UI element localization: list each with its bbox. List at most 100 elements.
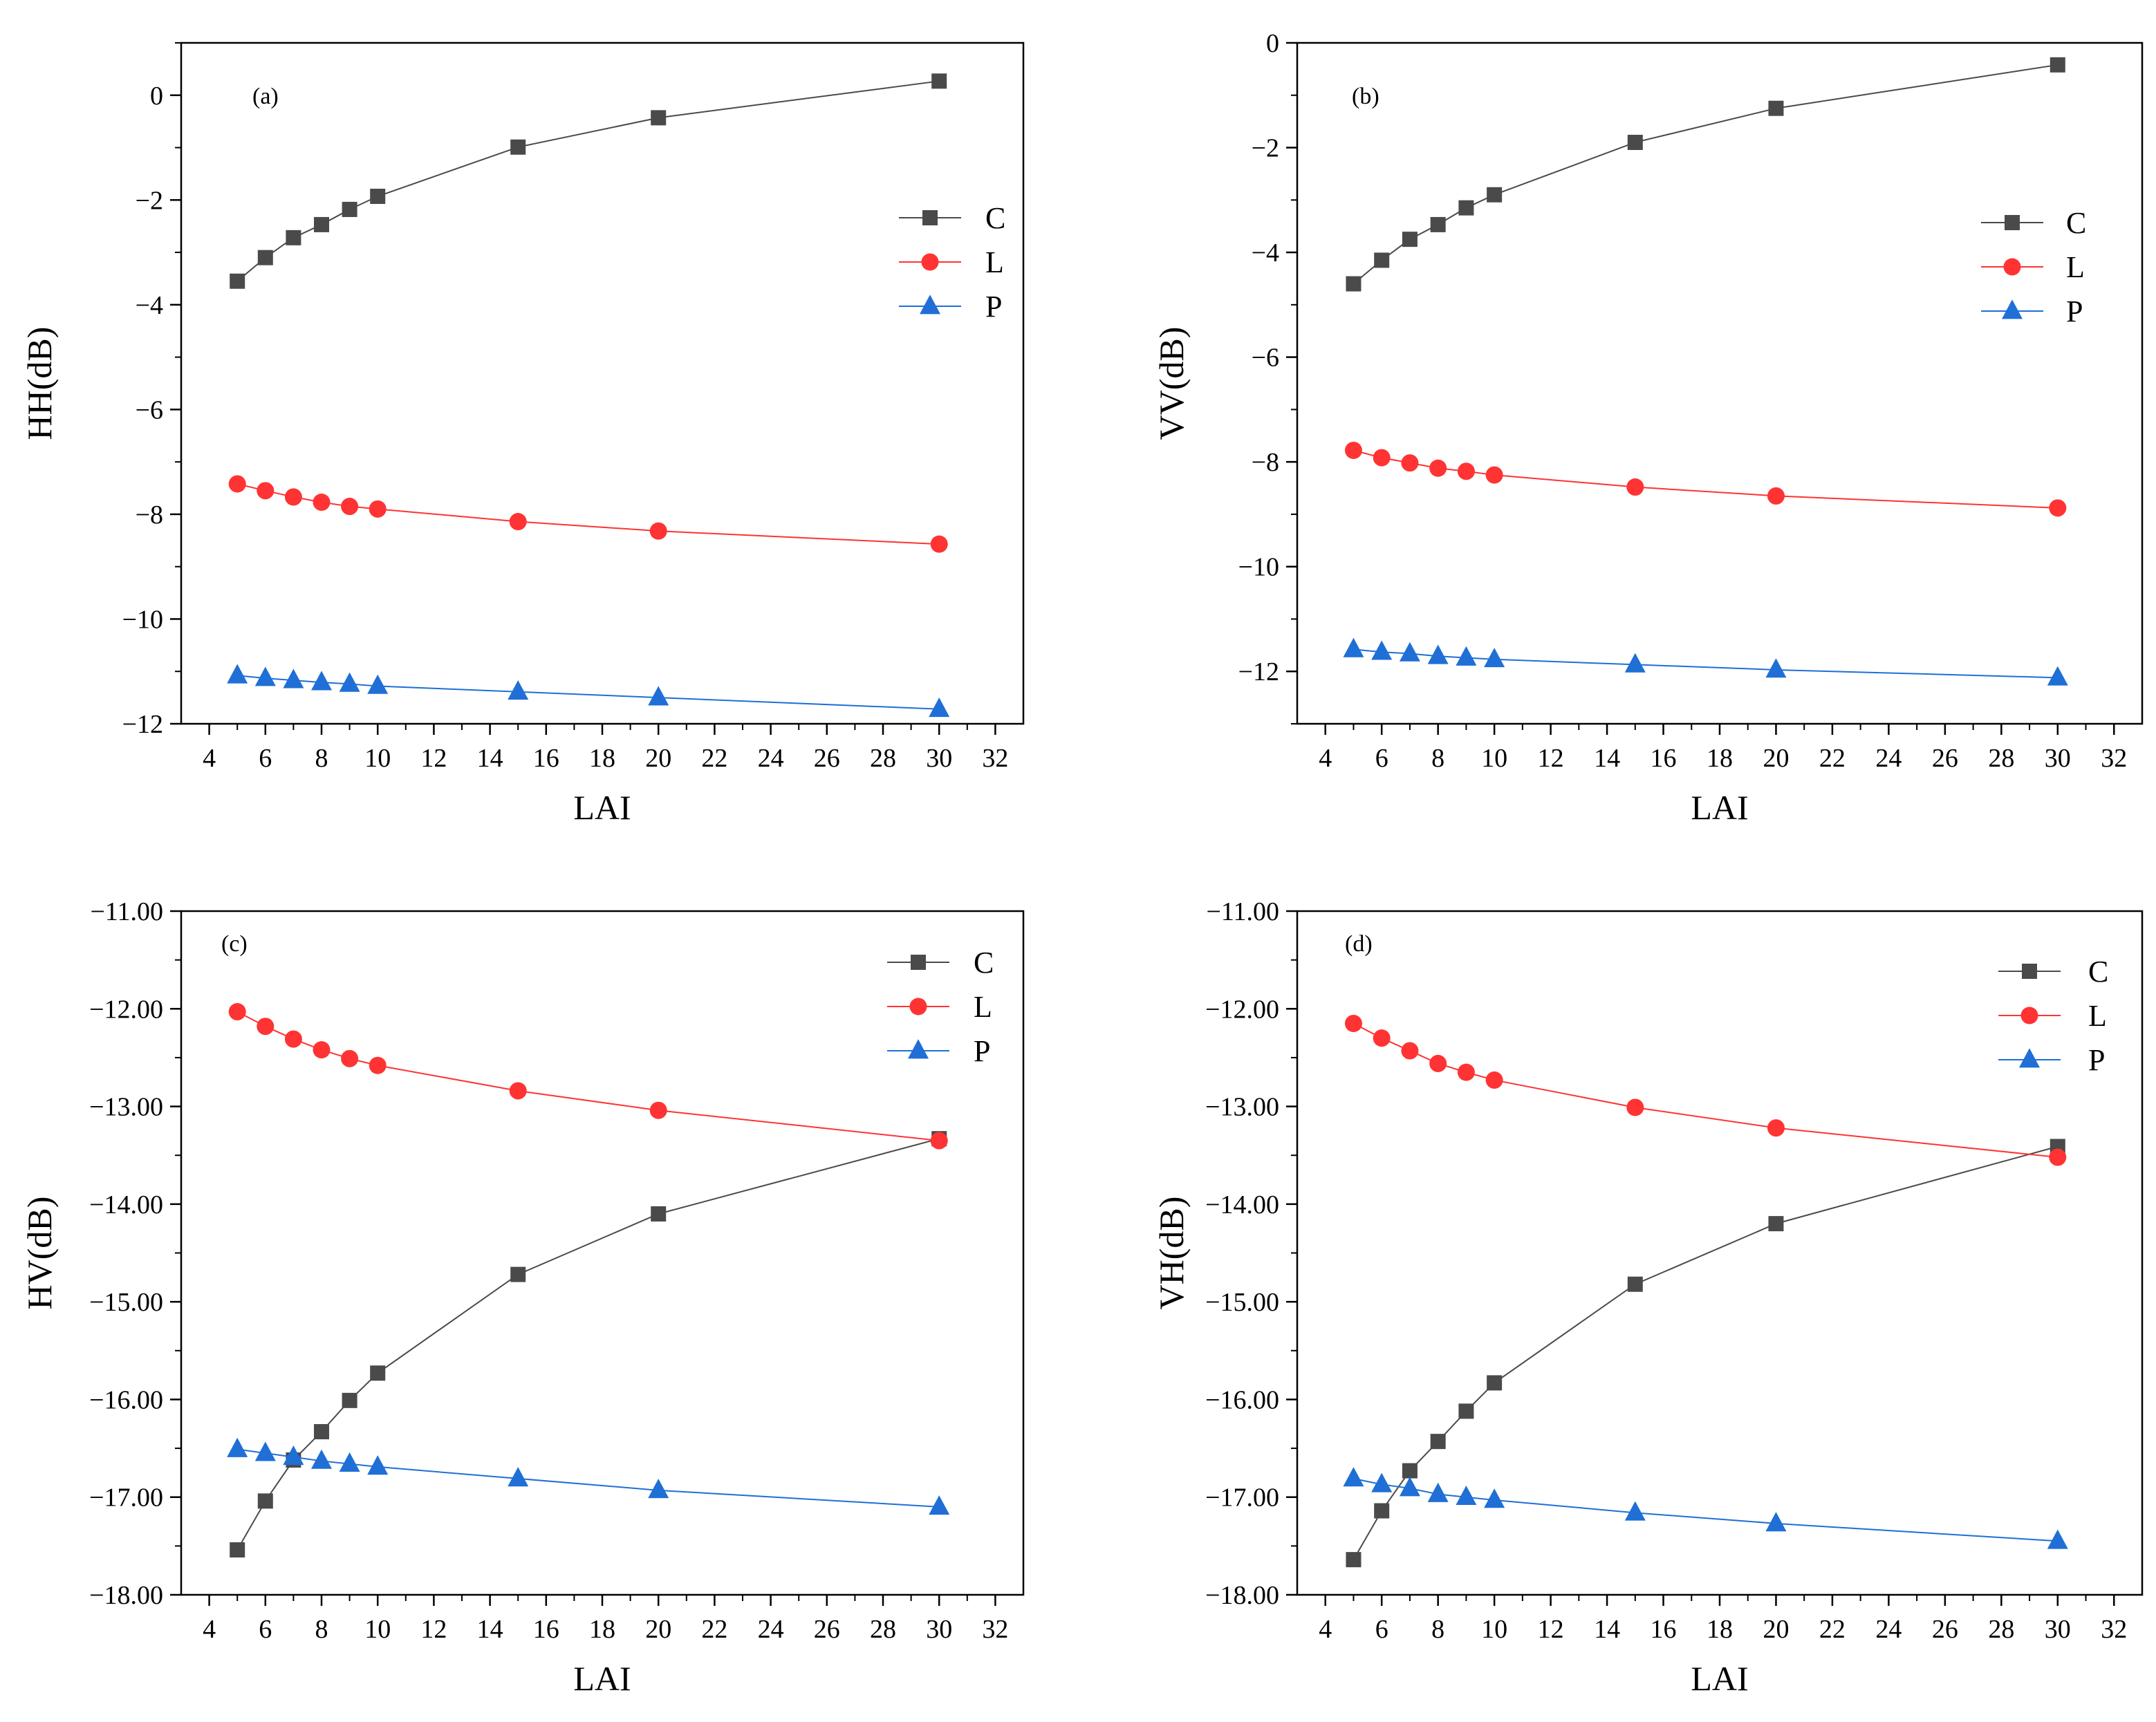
x-axis-title: LAI xyxy=(1691,788,1748,827)
legend-marker-P xyxy=(920,294,940,315)
y-tick-label: 0 xyxy=(150,82,163,111)
y-tick-label: −12.00 xyxy=(89,995,163,1024)
x-tick-label: 26 xyxy=(1932,744,1958,773)
legend-marker-P xyxy=(908,1039,929,1059)
legend-entry-P: P xyxy=(887,1034,990,1068)
x-tick-label: 30 xyxy=(2045,744,2071,773)
series-P xyxy=(1343,637,2068,686)
x-axis-title: LAI xyxy=(1691,1659,1748,1698)
data-point-C xyxy=(314,216,329,232)
x-tick-label: 18 xyxy=(589,1615,615,1644)
data-point-P xyxy=(283,668,304,689)
panel-label: (a) xyxy=(252,84,279,109)
data-point-L xyxy=(2049,499,2067,517)
data-point-L xyxy=(509,513,527,531)
data-point-C xyxy=(342,1392,357,1408)
x-tick-label: 10 xyxy=(364,744,391,773)
series-line-L xyxy=(1353,449,2058,509)
x-tick-label: 6 xyxy=(1375,744,1388,773)
legend-label: L xyxy=(974,990,992,1024)
y-tick-label: −11.00 xyxy=(1206,897,1279,926)
data-point-P xyxy=(283,1445,304,1466)
data-point-P xyxy=(1624,1501,1646,1521)
x-tick-label: 18 xyxy=(1707,744,1733,773)
x-tick-label: 4 xyxy=(203,744,216,773)
plot-frame xyxy=(180,41,1025,725)
data-point-P xyxy=(1484,1488,1505,1508)
data-point-P xyxy=(1343,1467,1364,1487)
data-point-C xyxy=(257,250,273,265)
y-tick-label: −16.00 xyxy=(1205,1385,1279,1414)
x-tick-label: 30 xyxy=(926,1615,952,1644)
x-tick-label: 30 xyxy=(2045,1615,2071,1644)
legend-label: C xyxy=(974,946,994,980)
data-point-L xyxy=(313,493,331,511)
x-tick-label: 24 xyxy=(1875,744,1902,773)
x-tick-label: 18 xyxy=(1707,1615,1733,1644)
x-tick-label: 12 xyxy=(1538,744,1564,773)
legend-label: L xyxy=(2088,999,2107,1033)
series-line-L xyxy=(236,1011,940,1142)
data-point-L xyxy=(257,482,275,500)
data-point-C xyxy=(1458,1403,1474,1419)
data-point-C xyxy=(1402,1463,1418,1479)
plot-frame xyxy=(1296,910,2144,1596)
data-point-L xyxy=(649,1101,667,1119)
x-tick-label: 8 xyxy=(315,1615,328,1644)
data-point-P xyxy=(929,1495,950,1515)
y-axis-title: VH(dB) xyxy=(1152,1197,1191,1310)
x-tick-label: 14 xyxy=(477,1615,503,1644)
data-point-L xyxy=(369,500,387,518)
x-tick-label: 14 xyxy=(1594,1615,1620,1644)
data-point-L xyxy=(1457,1063,1475,1081)
y-tick-label: −17.00 xyxy=(89,1484,163,1513)
y-tick-label: −12.00 xyxy=(1205,995,1279,1024)
x-tick-label: 4 xyxy=(1319,744,1332,773)
x-tick-label: 26 xyxy=(1932,1615,1958,1644)
legend-entry-C: C xyxy=(1981,206,2086,240)
data-point-P xyxy=(2047,666,2068,686)
data-point-P xyxy=(929,698,950,718)
legend-label: C xyxy=(985,201,1005,235)
y-tick-label: −10 xyxy=(1238,553,1279,582)
x-tick-label: 12 xyxy=(1538,1615,1564,1644)
x-tick-label: 6 xyxy=(259,1615,272,1644)
data-point-L xyxy=(369,1056,387,1074)
legend-marker-C xyxy=(911,955,926,970)
data-point-C xyxy=(1402,232,1418,247)
series-P xyxy=(227,664,950,718)
y-axis-title: HH(dB) xyxy=(20,327,59,440)
y-tick-label: −4 xyxy=(136,291,163,320)
data-point-P xyxy=(508,680,529,700)
data-point-P xyxy=(1399,1477,1420,1497)
data-point-C xyxy=(342,201,357,217)
data-point-L xyxy=(1457,462,1475,480)
data-point-L xyxy=(1401,454,1419,472)
x-tick-label: 16 xyxy=(1651,744,1677,773)
data-point-C xyxy=(1430,1434,1446,1450)
data-point-P xyxy=(1399,642,1420,662)
data-point-L xyxy=(341,1049,359,1067)
data-point-C xyxy=(651,1206,667,1222)
series-line-C xyxy=(1353,64,2058,285)
data-point-P xyxy=(1427,644,1449,664)
series-C xyxy=(1346,1139,2065,1568)
y-tick-label: −10 xyxy=(122,605,163,634)
data-point-P xyxy=(1765,1512,1787,1532)
legend-label: L xyxy=(2066,250,2085,284)
y-tick-label: −14.00 xyxy=(1205,1190,1279,1219)
x-tick-label: 28 xyxy=(870,744,896,773)
legend-label: C xyxy=(2066,206,2086,240)
y-tick-label: −2 xyxy=(136,186,163,215)
y-tick-label: 0 xyxy=(1266,29,1279,58)
x-tick-label: 24 xyxy=(758,1615,784,1644)
data-point-C xyxy=(1346,1552,1362,1568)
series-line-P xyxy=(237,1448,940,1508)
data-point-C xyxy=(931,73,947,89)
x-tick-label: 10 xyxy=(364,1615,391,1644)
y-tick-label: −13.00 xyxy=(1205,1093,1279,1122)
data-point-L xyxy=(1626,478,1644,496)
data-point-C xyxy=(370,1365,386,1381)
y-tick-label: −14.00 xyxy=(89,1190,163,1219)
